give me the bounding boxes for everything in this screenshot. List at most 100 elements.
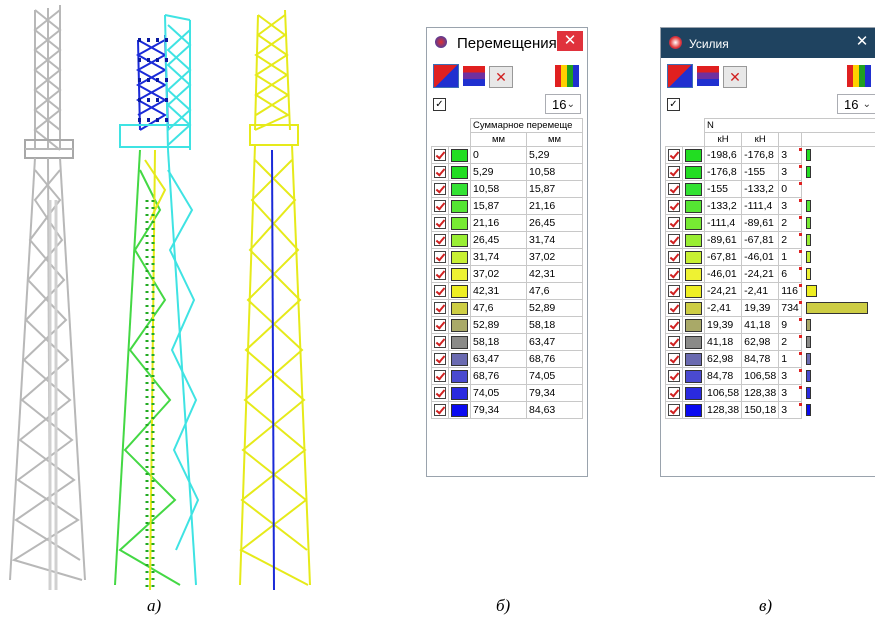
table-row[interactable]: -198,6 -176,8 3 [665, 146, 875, 164]
table-row[interactable]: 106,58 128,38 3 [665, 384, 875, 402]
table-row[interactable]: -176,8 -155 3 [665, 163, 875, 181]
table-row[interactable]: -89,61 -67,81 2 [665, 231, 875, 249]
row-visible-toggle[interactable] [431, 248, 449, 266]
row-color-swatch[interactable] [682, 350, 705, 368]
row-color-swatch[interactable] [448, 248, 471, 266]
table-row[interactable]: 62,98 84,78 1 [665, 350, 875, 368]
row-visible-toggle[interactable] [665, 401, 683, 419]
row-visible-toggle[interactable] [665, 350, 683, 368]
row-color-swatch[interactable] [682, 163, 705, 181]
table-row[interactable]: -24,21 -2,41 116 [665, 282, 875, 300]
table-row[interactable]: 41,18 62,98 2 [665, 333, 875, 351]
table-row[interactable]: 128,38 150,18 3 [665, 401, 875, 419]
row-visible-toggle[interactable] [665, 146, 683, 164]
table-row[interactable]: 42,31 47,6 [431, 282, 584, 300]
row-color-swatch[interactable] [682, 282, 705, 300]
table-row[interactable]: 19,39 41,18 9 [665, 316, 875, 334]
row-color-swatch[interactable] [448, 367, 471, 385]
row-color-swatch[interactable] [448, 401, 471, 419]
row-color-swatch[interactable] [448, 197, 471, 215]
row-visible-toggle[interactable] [431, 231, 449, 249]
clear-fill-button[interactable]: ✕ [723, 66, 747, 88]
displacement-checkbox[interactable]: ✓ [433, 98, 446, 111]
row-color-swatch[interactable] [448, 231, 471, 249]
row-color-swatch[interactable] [448, 384, 471, 402]
table-row[interactable]: -46,01 -24,21 6 [665, 265, 875, 283]
row-color-swatch[interactable] [682, 316, 705, 334]
row-visible-toggle[interactable] [431, 350, 449, 368]
table-row[interactable]: 52,89 58,18 [431, 316, 584, 334]
table-row[interactable]: -2,41 19,39 734 [665, 299, 875, 317]
table-row[interactable]: 63,47 68,76 [431, 350, 584, 368]
row-visible-toggle[interactable] [431, 282, 449, 300]
row-color-swatch[interactable] [448, 146, 471, 164]
row-color-swatch[interactable] [448, 214, 471, 232]
row-visible-toggle[interactable] [665, 265, 683, 283]
row-color-swatch[interactable] [682, 367, 705, 385]
row-visible-toggle[interactable] [431, 163, 449, 181]
table-row[interactable]: 37,02 42,31 [431, 265, 584, 283]
row-visible-toggle[interactable] [431, 299, 449, 317]
displacement-close-button[interactable]: ✕ [557, 31, 583, 51]
table-row[interactable]: 21,16 26,45 [431, 214, 584, 232]
row-color-swatch[interactable] [682, 146, 705, 164]
table-row[interactable]: -111,4 -89,61 2 [665, 214, 875, 232]
table-row[interactable]: 31,74 37,02 [431, 248, 584, 266]
clear-fill-button[interactable]: ✕ [489, 66, 513, 88]
row-visible-toggle[interactable] [431, 214, 449, 232]
table-row[interactable]: 84,78 106,58 3 [665, 367, 875, 385]
row-color-swatch[interactable] [448, 265, 471, 283]
row-visible-toggle[interactable] [431, 401, 449, 419]
row-color-swatch[interactable] [682, 214, 705, 232]
row-color-swatch[interactable] [448, 180, 471, 198]
row-color-swatch[interactable] [682, 384, 705, 402]
forces-intervals-select[interactable]: 16 ⌄ [837, 94, 875, 114]
row-color-swatch[interactable] [448, 282, 471, 300]
gradient-fill-button[interactable] [667, 64, 693, 88]
table-row[interactable]: 15,87 21,16 [431, 197, 584, 215]
row-visible-toggle[interactable] [665, 214, 683, 232]
row-visible-toggle[interactable] [431, 146, 449, 164]
row-visible-toggle[interactable] [665, 299, 683, 317]
row-visible-toggle[interactable] [665, 180, 683, 198]
table-row[interactable]: 5,29 10,58 [431, 163, 584, 181]
row-visible-toggle[interactable] [431, 384, 449, 402]
row-color-swatch[interactable] [682, 265, 705, 283]
row-color-swatch[interactable] [682, 248, 705, 266]
row-visible-toggle[interactable] [431, 265, 449, 283]
stripes-fill-button[interactable] [463, 66, 485, 86]
row-visible-toggle[interactable] [431, 180, 449, 198]
row-color-swatch[interactable] [682, 401, 705, 419]
table-row[interactable]: 0 5,29 [431, 146, 584, 164]
row-color-swatch[interactable] [682, 231, 705, 249]
table-row[interactable]: 68,76 74,05 [431, 367, 584, 385]
row-color-swatch[interactable] [682, 333, 705, 351]
table-row[interactable]: 47,6 52,89 [431, 299, 584, 317]
palette-settings-button[interactable] [555, 65, 579, 87]
row-visible-toggle[interactable] [665, 231, 683, 249]
row-color-swatch[interactable] [448, 316, 471, 334]
table-row[interactable]: 74,05 79,34 [431, 384, 584, 402]
row-visible-toggle[interactable] [431, 367, 449, 385]
table-row[interactable]: -133,2 -111,4 3 [665, 197, 875, 215]
table-row[interactable]: 10,58 15,87 [431, 180, 584, 198]
table-row[interactable]: -67,81 -46,01 1 [665, 248, 875, 266]
row-visible-toggle[interactable] [665, 333, 683, 351]
row-color-swatch[interactable] [682, 299, 705, 317]
row-visible-toggle[interactable] [665, 384, 683, 402]
row-color-swatch[interactable] [682, 197, 705, 215]
forces-checkbox[interactable]: ✓ [667, 98, 680, 111]
row-visible-toggle[interactable] [665, 248, 683, 266]
row-visible-toggle[interactable] [665, 197, 683, 215]
row-color-swatch[interactable] [448, 299, 471, 317]
row-color-swatch[interactable] [682, 180, 705, 198]
table-row[interactable]: -155 -133,2 0 [665, 180, 875, 198]
row-visible-toggle[interactable] [665, 163, 683, 181]
row-color-swatch[interactable] [448, 350, 471, 368]
stripes-fill-button[interactable] [697, 66, 719, 86]
palette-settings-button[interactable] [847, 65, 871, 87]
forces-close-button[interactable]: ✕ [855, 33, 869, 50]
gradient-fill-button[interactable] [433, 64, 459, 88]
row-visible-toggle[interactable] [665, 367, 683, 385]
row-color-swatch[interactable] [448, 163, 471, 181]
